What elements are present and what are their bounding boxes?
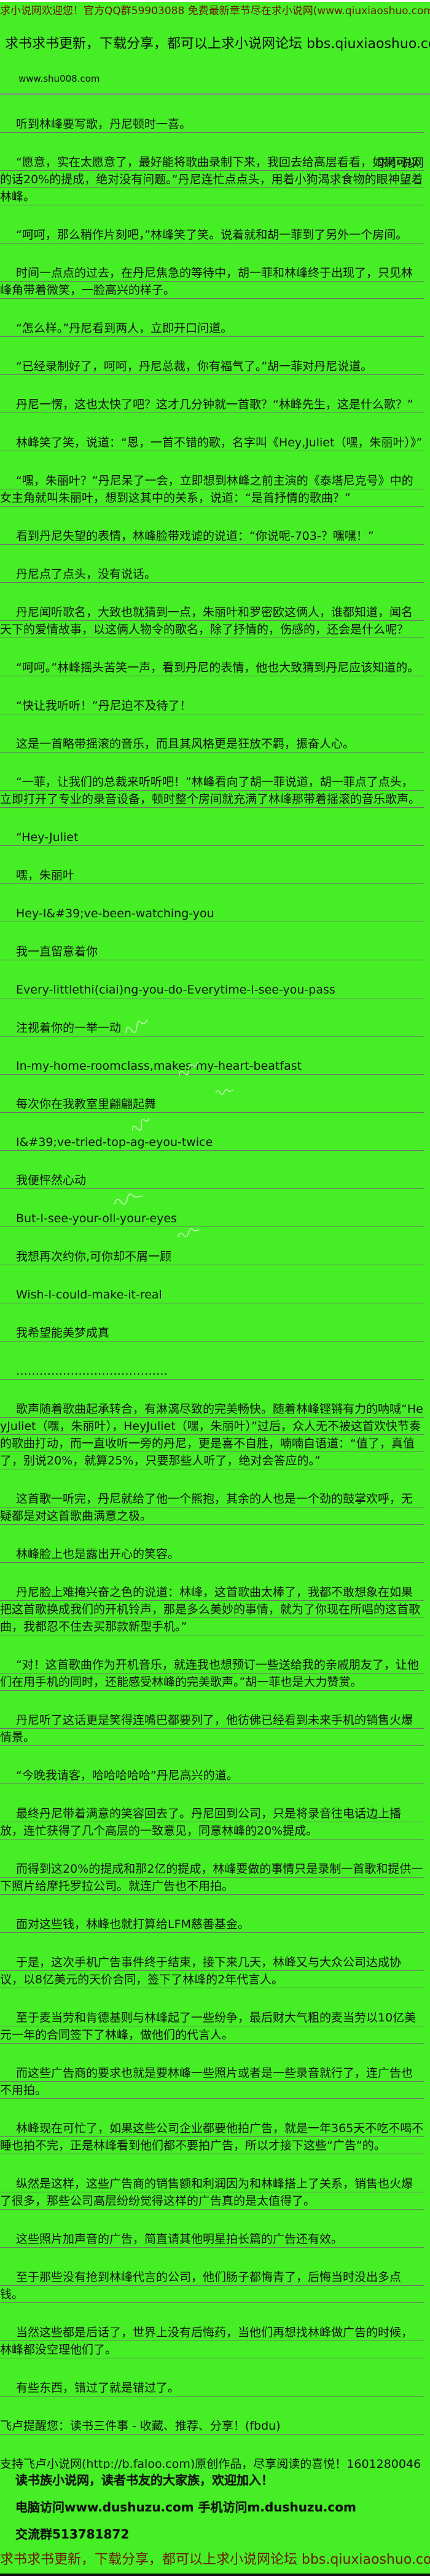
page-footer: 读书族小说网，读者书友的大家族，欢迎加入！ 电脑访问www.dushuzu.co… <box>0 2469 430 2574</box>
paragraph: 丹尼点了点头，没有说话。 <box>0 566 424 583</box>
paragraph: 于是，这次手机广告事件终于结束，接下来几天，林峰又与大众公司达成协议，以8亿美元… <box>0 1954 424 1988</box>
paragraph: 纵然是这样，这些广告商的销售额和利润因为和林峰搭上了关系，销售也火爆了很多，那些… <box>0 2175 424 2210</box>
paragraph: 林峰笑了笑，说道：“恩，一首不错的歌，名字叫《Hey,Juliet（嘿，朱丽叶）… <box>0 434 424 451</box>
paragraph: 林峰脸上也是露出开心的笑容。 <box>0 1546 424 1563</box>
paragraph: 时间一点点的过去，在丹尼焦急的等待中，胡一菲和林峰终于出现了，只见林峰角带着微笑… <box>0 264 424 299</box>
paragraph: 林峰现在可忙了，如果这些公司企业都要他拍广告，就是一年365天不吃不喝不睡也拍不… <box>0 2120 424 2154</box>
paragraph: 丹尼听了这话更是笑得连嘴巴都要列了，他彷佛已经看到未来手机的销售火爆情景。 <box>0 1712 424 1746</box>
paragraph: I&#39;ve-tried-top-ag-eyou-twice <box>0 1134 424 1151</box>
paragraph: 这首歌一听完，丹尼就给了他一个熊抱，其余的人也是一个劲的鼓掌欢呼，无疑都是对这首… <box>0 1490 424 1525</box>
paragraph: 而这些广告商的要求也就是要林峰一些照片或者是一些录音就行了，连广告也不用拍。 <box>0 2064 424 2099</box>
paragraph: 面对这些钱，林峰也就打算给LFM慈善基金。 <box>0 1916 424 1933</box>
paragraph: 我想再次约你,可你却不屑一顾 <box>0 1248 424 1265</box>
paragraph: 注视着你的一举一动 <box>0 1019 424 1037</box>
top-edge-strip <box>0 0 430 2</box>
paragraph: 听到林峰要写歌，丹尼顿时一喜。 <box>0 116 424 133</box>
paragraph: 有些东西，错过了就是错过了。 <box>0 2379 424 2396</box>
paragraph: “Hey-Juliet <box>0 829 424 846</box>
paragraph: “已经录制好了，呵呵，丹尼总裁，你有福气了。”胡一菲对丹尼说道。 <box>0 358 424 375</box>
paragraph: 丹尼脸上难掩兴奋之色的说道：林峰，这首歌曲太棒了，我都不敢想象在如果把这首歌换成… <box>0 1584 424 1635</box>
site-watermark: 求小说网 <box>377 156 424 170</box>
bottom-edge-strip <box>0 2574 430 2576</box>
paragraph: 丹尼闻听歌名，大致也就猜到一点，朱丽叶和罗密欧这俩人，谁都知道，闻名天下的爱情故… <box>0 604 424 638</box>
paragraph: 当然这些都是后话了，世界上没有后悔药，当他们再想找林峰做广告的时候，林峰都没空理… <box>0 2324 424 2358</box>
site-welcome-line: 求小说网欢迎您！官方QQ群59903088 免费最新章节尽在求小说网(www.q… <box>0 5 430 17</box>
dushuzu-group-line: 交流群513781872 <box>15 2527 130 2542</box>
dushuzu-welcome-line: 读书族小说网，读者书友的大家族，欢迎加入！ <box>15 2473 273 2487</box>
header-divider <box>0 93 430 95</box>
paragraph: 我一直留意着你 <box>0 943 424 960</box>
paragraph: “快让我听听！”丹尼迫不及待了！ <box>0 697 424 714</box>
paragraph: 我希望能美梦成真 <box>0 1324 424 1341</box>
paragraph: Wish-I-could-make-it-real <box>0 1286 424 1303</box>
dushuzu-access-line: 电脑访问www.dushuzu.com 手机访问m.dushuzu.com <box>15 2500 356 2515</box>
site-url-line: www.shu008.com <box>18 73 100 84</box>
paragraph: 飞卢提醒您：读书三件事 - 收藏、推荐、分享！(fbdu) <box>0 2417 424 2435</box>
paragraph: “呵呵，那么稍作片刻吧，”林峰笑了笑。说着就和胡一菲到了另外一个房间。 <box>0 226 424 243</box>
paragraph: 看到丹尼失望的表情，林峰脸带戏谑的说道：“你说呢-703-？嘿嘿！” <box>0 527 424 545</box>
paragraph: 歌声随着歌曲起承转合，有淋漓尽致的完美畅快。随着林峰铿锵有力的呐喊“HeyJul… <box>0 1401 424 1469</box>
paragraph: “怎么样。”丹尼看到两人，立即开口问道。 <box>0 320 424 337</box>
paragraph: 每次你在我教室里翩翩起舞 <box>0 1096 424 1113</box>
paragraph: 至于那些没有抢到林峰代言的公司，他们肠子都悔青了，后悔当时没出多点钱。 <box>0 2269 424 2303</box>
site-forum-line: 求书求书更新，下载分享，都可以上求小说网论坛 bbs.qiuxiaoshuo.c… <box>5 36 430 52</box>
paragraph: 最终丹尼带着满意的笑容回去了。丹尼回到公司，只是将录音往电话边上播放，连忙获得了… <box>0 1805 424 1839</box>
paragraph: 嘿，朱丽叶 <box>0 867 424 884</box>
page-header: 求小说网欢迎您！官方QQ群59903088 免费最新章节尽在求小说网(www.q… <box>0 0 430 95</box>
paragraph: “今晚我请客，哈哈哈哈哈”丹尼高兴的道。 <box>0 1767 424 1784</box>
paragraph: 这些照片加声音的广告，简直请其他明星拍长篇的广告还有效。 <box>0 2230 424 2248</box>
paragraph: 丹尼一愣，这也太快了吧？这才几分钟就一首歌？“林峰先生，这是什么歌？” <box>0 396 424 413</box>
paragraph: Hey-I&#39;ve-been-watching-you <box>0 905 424 922</box>
paragraph-list: 听到林峰要写歌，丹尼顿时一喜。 “愿意，实在太愿意了，最好能将歌曲录制下来，我回去… <box>0 116 424 2490</box>
forum-footer-line: 求书求书更新，下载分享，都可以上求小说网论坛 bbs.qiuxiaoshuo.c… <box>0 2552 430 2567</box>
paragraph: “愿意，实在太愿意了，最好能将歌曲录制下来，我回去给高层看看，如果可以的话20%… <box>0 154 424 205</box>
paragraph: In-my-home-roomclass,makes-my-heart-beat… <box>0 1057 424 1075</box>
paragraph: “一菲，让我们的总裁来听听吧！”林峰看向了胡一菲说道，胡一菲点了点头，立即打开了… <box>0 773 424 808</box>
paragraph: “对！这首歌曲作为开机音乐，就连我也想预订一些送给我的亲戚朋友了，让他们在用手机… <box>0 1656 424 1691</box>
paragraph: “嘿，朱丽叶？”丹尼呆了一会，立即想到林峰之前主演的《泰塔尼克号》中的女主角就叫… <box>0 472 424 507</box>
paragraph: 而得到这20%的提成和那2亿的提成，林峰要做的事情只是录制一首歌和提供一下照片给… <box>0 1860 424 1895</box>
paragraph: 我便怦然心动 <box>0 1172 424 1189</box>
paragraph: 这是一首略带摇滚的音乐，而且其风格更是狂放不羁，振奋人心。 <box>0 735 424 753</box>
paragraph: Every-littlethi(ciai)ng-you-do-Everytime… <box>0 981 424 998</box>
paragraph: “呵呵。”林峰摇头苦笑一声，看到丹尼的表情，他也大致猜到丹尼应该知道的。 <box>0 659 424 676</box>
paragraph: But-I-see-your-oll-your-eyes <box>0 1210 424 1227</box>
paragraph: 至于麦当劳和肯德基则与林峰起了一些纷争，最后财大气粗的麦当劳以10亿美元一年的合… <box>0 2009 424 2044</box>
paragraph: ………………………………… <box>0 1362 424 1380</box>
